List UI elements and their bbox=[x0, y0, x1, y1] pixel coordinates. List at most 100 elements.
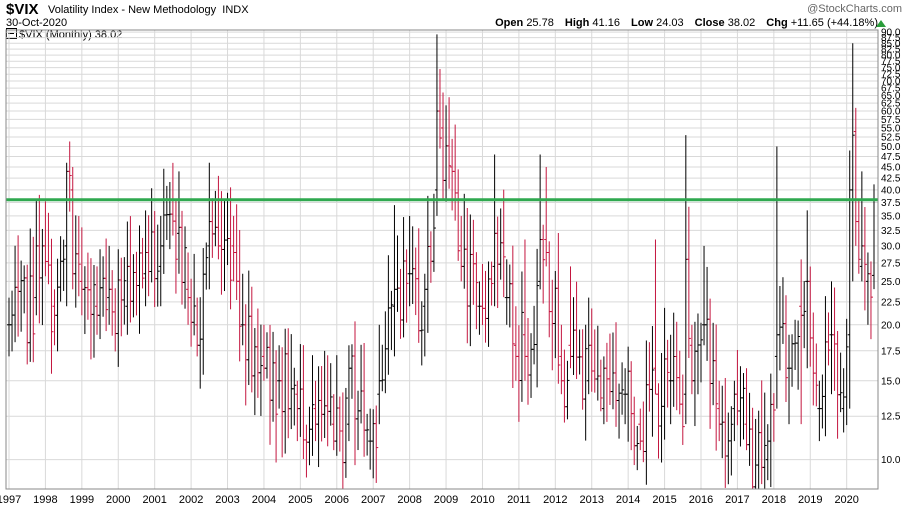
ohlc-bar bbox=[31, 236, 36, 363]
ohlc-bar bbox=[814, 343, 819, 407]
ohlc-readout: Open 25.78 High 41.16 Low 24.03 Close 38… bbox=[495, 17, 878, 29]
ohlc-bar bbox=[717, 380, 722, 442]
ohlc-bar bbox=[519, 271, 524, 402]
ohlc-bar bbox=[793, 319, 798, 370]
ohlc-bar bbox=[64, 162, 69, 307]
ohlc-bar bbox=[137, 225, 142, 334]
ohlc-bar bbox=[547, 241, 552, 338]
y-tick-label: 52.5 bbox=[881, 133, 901, 144]
ohlc-bar bbox=[617, 383, 622, 439]
ohlc-bar bbox=[261, 324, 266, 381]
ohlc-bar bbox=[526, 318, 530, 405]
ohlc-bar bbox=[210, 198, 215, 258]
ohlc-bar bbox=[192, 253, 197, 336]
y-tick-label: 75.0 bbox=[881, 63, 901, 74]
ohlc-bar bbox=[774, 146, 779, 409]
ohlc-bar bbox=[592, 329, 597, 393]
y-tick-label: 22.5 bbox=[881, 297, 901, 308]
ohlc-bar bbox=[407, 215, 412, 307]
ohlc-bar bbox=[650, 326, 655, 437]
ohlc-bar bbox=[556, 232, 561, 384]
ohlc-bar bbox=[365, 413, 370, 456]
y-tick-label: 35.0 bbox=[881, 211, 901, 222]
ohlc-bar bbox=[723, 377, 728, 488]
ohlc-bar bbox=[377, 324, 382, 425]
ohlc-bar bbox=[28, 228, 33, 362]
ohlc-bar bbox=[489, 261, 494, 306]
x-tick-label: 2003 bbox=[215, 494, 239, 506]
ohlc-bar bbox=[225, 192, 230, 266]
ohlc-bar bbox=[322, 350, 327, 439]
ohlc-bar bbox=[301, 345, 306, 460]
ohlc-bar bbox=[249, 286, 254, 393]
ohlc-bar bbox=[164, 185, 169, 240]
source-credit: @StockCharts.com bbox=[807, 3, 902, 15]
ohlc-bar bbox=[516, 325, 521, 422]
ohlc-bar bbox=[565, 360, 570, 420]
ohlc-bar bbox=[835, 331, 840, 439]
y-tick-label: 82.5 bbox=[881, 45, 901, 56]
ohlc-bar bbox=[783, 295, 788, 402]
ohlc-bar bbox=[392, 205, 397, 357]
ohlc-bar bbox=[535, 248, 540, 388]
ohlc-bar bbox=[386, 255, 391, 375]
ohlc-bar bbox=[671, 312, 676, 407]
ohlc-bar bbox=[474, 252, 479, 330]
y-tick-label: 15.0 bbox=[881, 376, 901, 387]
ohlc-bar bbox=[841, 368, 846, 433]
ohlc-bar bbox=[268, 324, 273, 445]
ohlc-bar bbox=[765, 424, 770, 481]
ohlc-bar bbox=[189, 278, 194, 347]
ohlc-bar bbox=[811, 312, 816, 406]
ohlc-bar bbox=[283, 328, 288, 454]
y-tick-label: 57.5 bbox=[881, 115, 901, 126]
ohlc-bar bbox=[532, 305, 537, 365]
ohlc-bar bbox=[258, 324, 263, 416]
x-tick-label: 2018 bbox=[762, 494, 786, 506]
ohlc-bar bbox=[343, 387, 348, 478]
ohlc-bar bbox=[116, 249, 121, 367]
ohlc-bar bbox=[359, 344, 364, 424]
ohlc-bar bbox=[46, 212, 51, 285]
ohlc-bar bbox=[607, 333, 612, 405]
y-tick-label: 27.5 bbox=[881, 258, 901, 269]
ohlc-bar bbox=[52, 289, 57, 346]
ohlc-bar bbox=[310, 355, 315, 456]
ohlc-bar bbox=[264, 332, 269, 379]
ohlc-bar bbox=[125, 221, 130, 335]
ohlc-bar bbox=[113, 288, 118, 352]
ohlc-bar bbox=[711, 322, 716, 406]
ohlc-bar bbox=[453, 124, 458, 221]
ohlc-bar bbox=[37, 194, 42, 324]
ohlc-bar bbox=[620, 362, 625, 415]
ohlc-bar bbox=[580, 329, 585, 410]
ohlc-bar bbox=[419, 301, 424, 366]
y-tick-label: 45.0 bbox=[881, 163, 901, 174]
ohlc-bar bbox=[762, 392, 767, 489]
ohlc-bar bbox=[780, 277, 785, 344]
ohlc-bar bbox=[787, 334, 792, 425]
ohlc-bar bbox=[702, 245, 707, 346]
ohlc-bar bbox=[586, 297, 591, 395]
ohlc-bar bbox=[91, 265, 96, 358]
ohlc-bar bbox=[829, 281, 834, 395]
ohlc-bar bbox=[677, 350, 682, 415]
ohlc-bar bbox=[49, 238, 54, 374]
ohlc-bar bbox=[243, 304, 248, 406]
description-text: Volatility Index - New Methodology bbox=[48, 4, 217, 16]
y-tick-label: 77.5 bbox=[881, 57, 901, 68]
y-tick-label: 20.0 bbox=[881, 320, 901, 331]
ohlc-bar bbox=[289, 334, 294, 430]
ohlc-bar bbox=[404, 249, 409, 323]
ohlc-bar bbox=[686, 206, 691, 358]
ohlc-bar bbox=[10, 290, 15, 352]
ohlc-bar bbox=[255, 308, 260, 398]
ohlc-bar bbox=[826, 312, 831, 366]
ohlc-bar bbox=[19, 260, 24, 332]
ohlc-bar bbox=[692, 321, 697, 427]
y-tick-label: 50.0 bbox=[881, 142, 901, 153]
ohlc-bar bbox=[25, 264, 30, 365]
ohlc-bar bbox=[216, 175, 221, 260]
x-tick-label: 2001 bbox=[142, 494, 166, 506]
